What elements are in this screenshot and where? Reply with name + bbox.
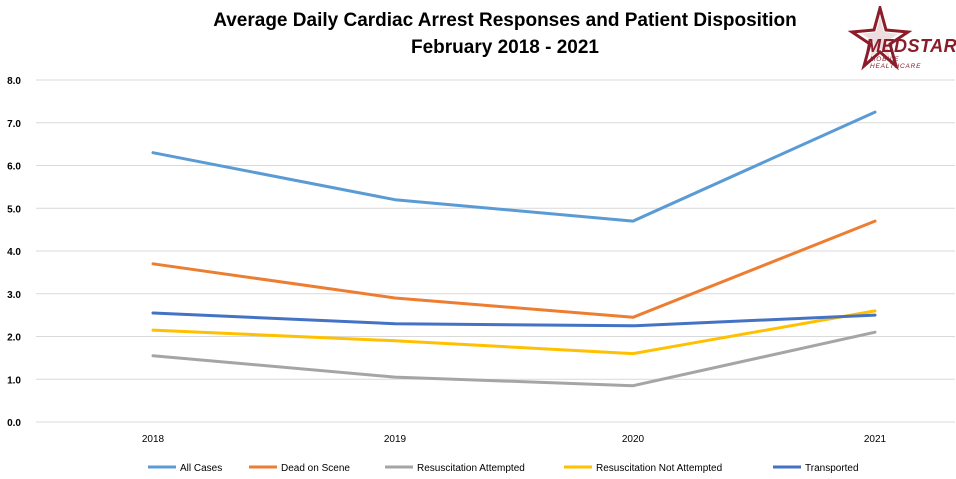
legend-label: Dead on Scene <box>281 463 350 474</box>
chart-subtitle: February 2018 - 2021 <box>410 37 599 58</box>
legend-label: Transported <box>805 463 859 474</box>
y-tick-label: 1.0 <box>7 375 21 386</box>
y-tick-label: 5.0 <box>7 204 21 215</box>
y-tick-label: 4.0 <box>7 247 21 258</box>
legend-label: Resuscitation Not Attempted <box>596 463 722 474</box>
y-tick-label: 3.0 <box>7 290 21 301</box>
x-tick-label: 2021 <box>864 434 887 445</box>
logo-tagline: MOBILE HEALTHCARE <box>870 56 922 70</box>
series-line <box>151 311 877 328</box>
y-tick-label: 0.0 <box>7 418 21 429</box>
series-line <box>151 330 877 388</box>
y-tick-label: 7.0 <box>7 119 21 130</box>
x-tick-label: 2018 <box>142 434 165 445</box>
x-tick-label: 2020 <box>622 434 645 445</box>
star-logo-icon <box>847 6 913 71</box>
logo-name: MEDSTAR <box>866 36 956 56</box>
series-line <box>151 219 877 319</box>
legend-label: Resuscitation Attempted <box>417 463 525 474</box>
y-tick-label: 6.0 <box>7 162 21 173</box>
chart-title: Average Daily Cardiac Arrest Responses a… <box>213 10 797 31</box>
series-line <box>151 110 877 223</box>
y-tick-label: 2.0 <box>7 333 21 344</box>
legend-label: All Cases <box>180 463 222 474</box>
series-line <box>151 309 877 356</box>
y-tick-label: 8.0 <box>7 76 21 87</box>
x-tick-label: 2019 <box>384 434 407 445</box>
medstar-logo: MEDSTAR MOBILE HEALTHCARE <box>836 6 956 78</box>
